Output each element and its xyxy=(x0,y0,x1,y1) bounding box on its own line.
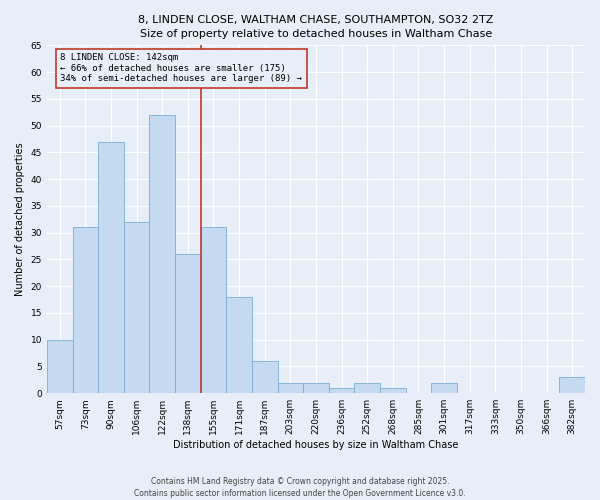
Bar xyxy=(252,361,278,393)
Bar xyxy=(200,228,226,393)
Bar xyxy=(98,142,124,393)
Bar xyxy=(47,340,73,393)
Y-axis label: Number of detached properties: Number of detached properties xyxy=(15,142,25,296)
Bar xyxy=(431,382,457,393)
Bar xyxy=(559,377,585,393)
Text: 8 LINDEN CLOSE: 142sqm
← 66% of detached houses are smaller (175)
34% of semi-de: 8 LINDEN CLOSE: 142sqm ← 66% of detached… xyxy=(60,54,302,83)
Bar xyxy=(278,382,303,393)
Bar xyxy=(303,382,329,393)
Text: Contains HM Land Registry data © Crown copyright and database right 2025.
Contai: Contains HM Land Registry data © Crown c… xyxy=(134,476,466,498)
Title: 8, LINDEN CLOSE, WALTHAM CHASE, SOUTHAMPTON, SO32 2TZ
Size of property relative : 8, LINDEN CLOSE, WALTHAM CHASE, SOUTHAMP… xyxy=(138,15,494,39)
Bar xyxy=(149,115,175,393)
Bar xyxy=(355,382,380,393)
Bar xyxy=(226,297,252,393)
Bar xyxy=(124,222,149,393)
Bar xyxy=(380,388,406,393)
Bar xyxy=(175,254,200,393)
X-axis label: Distribution of detached houses by size in Waltham Chase: Distribution of detached houses by size … xyxy=(173,440,458,450)
Bar xyxy=(73,228,98,393)
Bar xyxy=(329,388,355,393)
